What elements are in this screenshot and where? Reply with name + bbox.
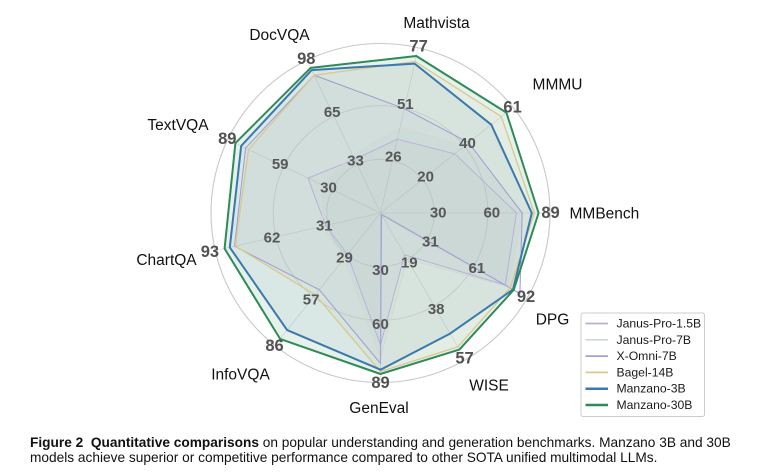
svg-text:89: 89 xyxy=(371,374,389,392)
svg-text:60: 60 xyxy=(483,205,500,222)
svg-text:30: 30 xyxy=(320,180,337,197)
svg-text:MMBench: MMBench xyxy=(570,206,640,223)
svg-text:38: 38 xyxy=(428,301,445,318)
svg-text:61: 61 xyxy=(469,260,486,277)
svg-text:19: 19 xyxy=(401,254,418,271)
svg-text:31: 31 xyxy=(316,217,333,234)
svg-text:TextVQA: TextVQA xyxy=(147,117,209,134)
svg-text:Bagel-14B: Bagel-14B xyxy=(617,365,674,379)
svg-text:57: 57 xyxy=(303,292,320,309)
svg-text:92: 92 xyxy=(517,288,535,306)
svg-text:29: 29 xyxy=(336,250,353,267)
svg-text:20: 20 xyxy=(417,169,434,186)
svg-text:60: 60 xyxy=(372,316,389,333)
svg-text:33: 33 xyxy=(347,153,364,170)
svg-text:WISE: WISE xyxy=(469,378,509,395)
svg-text:Manzano-30B: Manzano-30B xyxy=(617,398,693,412)
svg-text:65: 65 xyxy=(324,104,341,121)
svg-text:GenEval: GenEval xyxy=(349,400,408,417)
svg-text:DPG: DPG xyxy=(536,312,570,329)
svg-text:89: 89 xyxy=(541,204,559,222)
svg-text:30: 30 xyxy=(430,205,447,222)
svg-text:30: 30 xyxy=(372,262,389,279)
svg-text:Janus-Pro-7B: Janus-Pro-7B xyxy=(617,333,692,347)
svg-text:40: 40 xyxy=(459,135,476,152)
svg-text:Mathvista: Mathvista xyxy=(403,15,470,32)
svg-text:ChartQA: ChartQA xyxy=(136,252,197,269)
svg-text:77: 77 xyxy=(409,37,427,55)
svg-text:Manzano-3B: Manzano-3B xyxy=(617,382,686,396)
svg-text:MMMU: MMMU xyxy=(533,77,583,94)
svg-text:Janus-Pro-1.5B: Janus-Pro-1.5B xyxy=(617,317,702,331)
svg-text:26: 26 xyxy=(385,148,402,165)
svg-text:59: 59 xyxy=(272,156,289,173)
svg-text:57: 57 xyxy=(455,350,473,368)
svg-text:61: 61 xyxy=(503,99,521,117)
svg-text:31: 31 xyxy=(422,233,439,250)
svg-text:89: 89 xyxy=(218,130,236,148)
svg-text:86: 86 xyxy=(265,337,283,355)
svg-text:62: 62 xyxy=(264,229,281,246)
svg-text:93: 93 xyxy=(201,243,219,261)
svg-text:DocVQA: DocVQA xyxy=(249,27,310,44)
svg-text:98: 98 xyxy=(297,50,315,68)
svg-text:51: 51 xyxy=(397,96,414,113)
svg-text:InfoVQA: InfoVQA xyxy=(211,367,270,384)
svg-text:X-Omni-7B: X-Omni-7B xyxy=(617,349,677,363)
